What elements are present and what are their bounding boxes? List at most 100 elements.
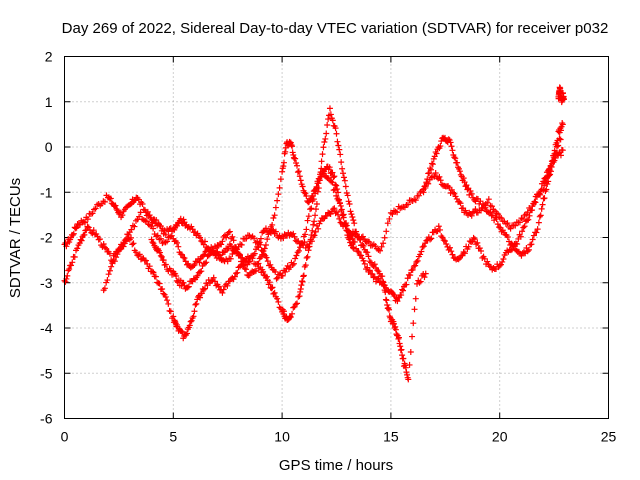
- data-point: [495, 211, 502, 218]
- data-point: [96, 236, 103, 243]
- data-point: [366, 267, 373, 274]
- data-point: [416, 279, 423, 286]
- data-point: [381, 282, 388, 289]
- x-tick-label: 15: [383, 429, 399, 445]
- data-point: [533, 229, 540, 236]
- y-tick-label: -5: [40, 365, 53, 381]
- data-point: [211, 278, 218, 285]
- data-point: [451, 154, 458, 161]
- data-point: [410, 320, 417, 327]
- data-point: [454, 159, 461, 166]
- data-point: [164, 238, 171, 245]
- data-point: [270, 215, 277, 222]
- series-track-b: [61, 135, 564, 305]
- data-point: [263, 273, 270, 280]
- data-point: [333, 192, 340, 199]
- data-point: [392, 323, 399, 330]
- data-point: [380, 240, 387, 247]
- x-tick-label: 5: [169, 429, 177, 445]
- data-point: [360, 242, 367, 249]
- data-point: [111, 258, 118, 265]
- data-point: [333, 182, 340, 189]
- data-point: [517, 233, 524, 240]
- data-point: [321, 139, 328, 146]
- data-point: [229, 233, 236, 240]
- data-point: [105, 271, 112, 278]
- data-point: [271, 289, 278, 296]
- data-point: [531, 198, 538, 205]
- data-point: [307, 206, 314, 213]
- data-point: [224, 282, 231, 289]
- data-point: [340, 170, 347, 177]
- data-point: [471, 236, 478, 243]
- data-point: [113, 254, 120, 261]
- data-point: [184, 284, 191, 291]
- data-point: [464, 186, 471, 193]
- data-point: [186, 322, 193, 329]
- data-point: [160, 257, 167, 264]
- data-point: [478, 248, 485, 255]
- data-point: [419, 244, 426, 251]
- data-point: [345, 198, 352, 205]
- data-point: [137, 209, 144, 216]
- data-point: [470, 234, 477, 241]
- data-point: [132, 249, 139, 256]
- data-point: [427, 236, 434, 243]
- data-point: [424, 176, 431, 183]
- data-point: [546, 172, 553, 179]
- data-point: [234, 269, 241, 276]
- y-tick-label: -2: [40, 230, 53, 246]
- data-point: [448, 248, 455, 255]
- y-tick-label: 0: [45, 139, 53, 155]
- data-point: [203, 259, 210, 266]
- data-point: [310, 196, 317, 203]
- data-point: [178, 328, 185, 335]
- data-point: [82, 219, 89, 226]
- y-tick-label: -6: [40, 411, 53, 427]
- data-point: [214, 248, 221, 255]
- data-point: [524, 217, 531, 224]
- data-point: [307, 238, 314, 245]
- data-point: [371, 261, 378, 268]
- data-point: [493, 216, 500, 223]
- data-point: [290, 230, 297, 237]
- data-point: [81, 231, 88, 238]
- series-track-d: [148, 138, 357, 292]
- data-point: [559, 120, 566, 127]
- data-point: [188, 317, 195, 324]
- data-point: [332, 181, 339, 188]
- data-point: [418, 248, 425, 255]
- data-point: [113, 205, 120, 212]
- data-point: [219, 289, 226, 296]
- data-point: [197, 234, 204, 241]
- data-point: [267, 261, 274, 268]
- data-point: [202, 285, 209, 292]
- data-point: [535, 219, 542, 226]
- data-point: [433, 150, 440, 157]
- data-point: [238, 258, 245, 265]
- data-point: [299, 183, 306, 190]
- data-point: [68, 262, 75, 269]
- data-point: [428, 160, 435, 167]
- data-point: [350, 245, 357, 252]
- data-point: [128, 234, 135, 241]
- data-point: [461, 250, 468, 257]
- data-point: [488, 203, 495, 210]
- data-point: [514, 240, 521, 247]
- data-point: [557, 152, 564, 159]
- data-point: [282, 268, 289, 275]
- data-point: [461, 179, 468, 186]
- data-point: [89, 210, 96, 217]
- data-point: [487, 209, 494, 216]
- data-point: [366, 238, 373, 245]
- data-point: [162, 293, 169, 300]
- data-point: [524, 248, 531, 255]
- data-point: [349, 213, 356, 220]
- data-point: [386, 215, 393, 222]
- data-point: [271, 212, 278, 219]
- data-point: [315, 225, 322, 232]
- data-point: [230, 237, 237, 244]
- data-point: [432, 169, 439, 176]
- data-point: [525, 216, 532, 223]
- data-point: [415, 192, 422, 199]
